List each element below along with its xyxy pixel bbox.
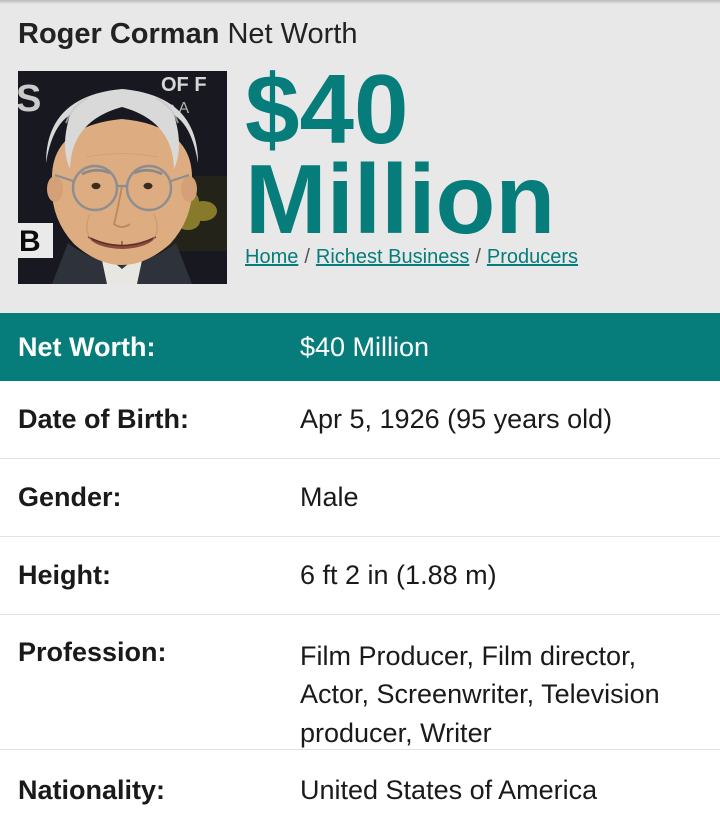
- svg-text:OF F: OF F: [161, 74, 207, 96]
- svg-text:S: S: [18, 78, 41, 120]
- svg-text:B: B: [19, 225, 41, 258]
